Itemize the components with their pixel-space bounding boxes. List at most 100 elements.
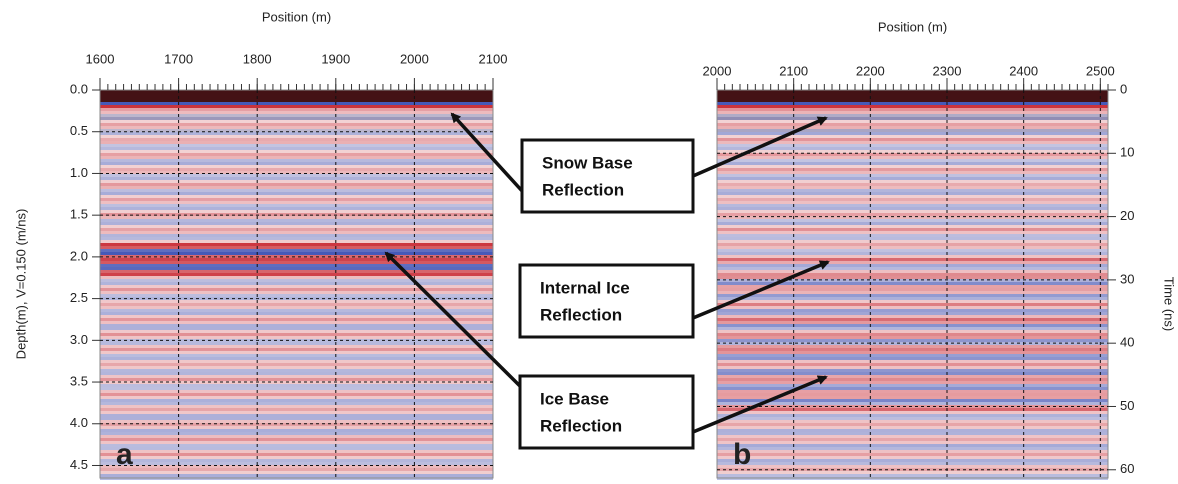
stripe: [717, 351, 1108, 354]
stripe: [100, 162, 493, 165]
stripe: [717, 354, 1108, 357]
stripe: [100, 405, 493, 408]
stripe: [100, 327, 493, 330]
stripe: [100, 282, 493, 285]
stripe: [717, 381, 1108, 384]
stripe: [100, 240, 493, 243]
stripe: [100, 186, 493, 189]
y-tick-label: 10: [1120, 145, 1134, 160]
stripe: [717, 207, 1108, 210]
stripe: [100, 228, 493, 231]
stripe: [717, 195, 1108, 198]
stripe: [100, 285, 493, 288]
annotation-text: Internal Ice: [540, 278, 630, 297]
stripe: [100, 276, 493, 279]
stripe: [100, 435, 493, 438]
plot-background: [100, 90, 493, 478]
stripe: [717, 135, 1108, 138]
stripe: [100, 213, 493, 216]
stripe: [717, 324, 1108, 327]
stripe: [100, 303, 493, 306]
y-tick-label: 1.0: [70, 165, 88, 180]
stripe: [717, 372, 1108, 375]
stripe: [100, 450, 493, 453]
x-tick-label: 2100: [479, 51, 508, 66]
x-tick-label: 2300: [933, 63, 962, 78]
arrows: [384, 112, 830, 434]
y-tick-label: 30: [1120, 271, 1134, 286]
x-tick-label: 1700: [164, 51, 193, 66]
stripe: [100, 135, 493, 138]
stripe: [100, 117, 493, 120]
stripe: [717, 453, 1108, 456]
stripe: [100, 300, 493, 303]
stripe: [717, 192, 1108, 195]
stripe: [100, 105, 493, 108]
stripe: [717, 159, 1108, 162]
stripe: [717, 315, 1108, 318]
stripe: [717, 342, 1108, 345]
stripe: [717, 378, 1108, 381]
stripe: [717, 270, 1108, 273]
stripe: [100, 378, 493, 381]
stripe: [100, 270, 493, 273]
stripe: [717, 426, 1108, 429]
stripe: [717, 423, 1108, 426]
stripe: [717, 432, 1108, 435]
stripe: [717, 162, 1108, 165]
stripe: [717, 393, 1108, 396]
x-tick-label: 2000: [400, 51, 429, 66]
stripe: [717, 468, 1108, 471]
stripe: [717, 201, 1108, 204]
stripe: [717, 120, 1108, 123]
y-tick-label: 2.5: [70, 290, 88, 305]
x-tick-label: 1600: [86, 51, 115, 66]
stripe: [100, 465, 493, 468]
stripe: [100, 171, 493, 174]
stripe: [100, 399, 493, 402]
stripe: [717, 126, 1108, 129]
stripe: [717, 267, 1108, 270]
x-tick-label: 2500: [1086, 63, 1115, 78]
stripe: [717, 108, 1108, 111]
stripe: [100, 90, 493, 93]
stripe: [100, 99, 493, 102]
stripe: [100, 333, 493, 336]
stripe: [100, 273, 493, 276]
stripe: [717, 285, 1108, 288]
stripe: [717, 210, 1108, 213]
stripe: [100, 318, 493, 321]
stripe: [100, 468, 493, 471]
stripe: [717, 252, 1108, 255]
stripe: [717, 375, 1108, 378]
stripe: [717, 450, 1108, 453]
annotation-text: Reflection: [540, 416, 622, 435]
stripe: [717, 249, 1108, 252]
stripe: [717, 237, 1108, 240]
stripe: [717, 321, 1108, 324]
stripe: [717, 276, 1108, 279]
stripe: [717, 390, 1108, 393]
stripe: [100, 345, 493, 348]
stripe: [717, 90, 1108, 93]
stripe: [100, 180, 493, 183]
stripe: [100, 231, 493, 234]
stripe: [100, 102, 493, 105]
stripe: [717, 129, 1108, 132]
x-tick-label: 1800: [243, 51, 272, 66]
radar-image: [100, 90, 493, 480]
stripe: [717, 297, 1108, 300]
stripe: [100, 411, 493, 414]
stripe: [100, 291, 493, 294]
annotation-text: Ice Base: [540, 389, 609, 408]
stripe: [717, 306, 1108, 309]
stripe: [717, 402, 1108, 405]
stripe: [100, 384, 493, 387]
stripe: [100, 138, 493, 141]
y-tick-label: 2.0: [70, 248, 88, 263]
stripe: [717, 369, 1108, 372]
annotation-text: Reflection: [542, 180, 624, 199]
stripe: [100, 396, 493, 399]
stripe: [717, 363, 1108, 366]
annotation-text: Snow Base: [542, 153, 633, 172]
